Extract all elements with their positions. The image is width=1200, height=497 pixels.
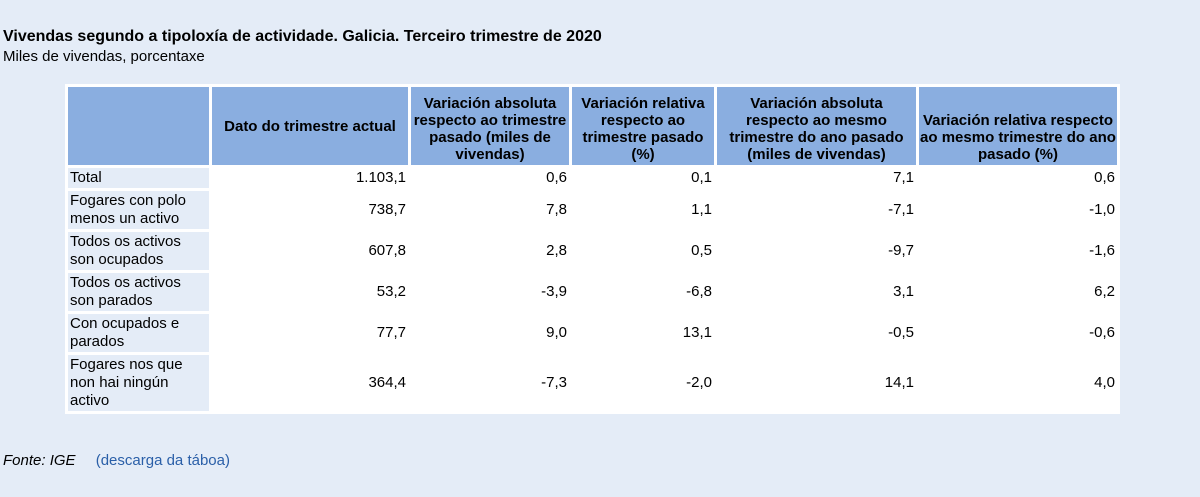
cell-value: 0,1 — [572, 168, 714, 188]
cell-value: 13,1 — [572, 314, 714, 352]
column-header-rel-year: Variación relativa respecto ao mesmo tri… — [919, 87, 1117, 165]
cell-value: 14,1 — [717, 355, 916, 411]
cell-value: -7,3 — [411, 355, 569, 411]
column-header-abs-quarter: Variación absoluta respecto ao trimestre… — [411, 87, 569, 165]
table-row: Fogares nos que non hai ningún activo 36… — [68, 355, 1117, 411]
cell-value: 607,8 — [212, 232, 408, 270]
cell-value: 4,0 — [919, 355, 1117, 411]
column-header-rel-quarter: Variación relativa respecto ao trimestre… — [572, 87, 714, 165]
cell-value: 2,8 — [411, 232, 569, 270]
cell-value: 0,5 — [572, 232, 714, 270]
cell-value: -1,0 — [919, 191, 1117, 229]
row-label: Fogares nos que non hai ningún activo — [68, 355, 209, 411]
data-table: Dato do trimestre actual Variación absol… — [65, 84, 1120, 414]
cell-value: 53,2 — [212, 273, 408, 311]
download-table-link[interactable]: (descarga da táboa) — [95, 452, 230, 469]
column-header-abs-year: Variación absoluta respecto ao mesmo tri… — [717, 87, 916, 165]
cell-value: -7,1 — [717, 191, 916, 229]
cell-value: 738,7 — [212, 191, 408, 229]
column-header-empty — [68, 87, 209, 165]
row-label: Total — [68, 168, 209, 188]
row-label: Todos os activos son ocupados — [68, 232, 209, 270]
cell-value: -0,5 — [717, 314, 916, 352]
table-row: Con ocupados e parados 77,7 9,0 13,1 -0,… — [68, 314, 1117, 352]
cell-value: -3,9 — [411, 273, 569, 311]
row-label: Fogares con polo menos un activo — [68, 191, 209, 229]
table-row: Todos os activos son ocupados 607,8 2,8 … — [68, 232, 1117, 270]
table-row: Todos os activos son parados 53,2 -3,9 -… — [68, 273, 1117, 311]
cell-value: 0,6 — [411, 168, 569, 188]
cell-value: 3,1 — [717, 273, 916, 311]
footer: Fonte: IGE (descarga da táboa) — [3, 452, 230, 470]
source-label: Fonte: IGE — [3, 452, 76, 469]
row-label: Todos os activos son parados — [68, 273, 209, 311]
cell-value: 77,7 — [212, 314, 408, 352]
column-header-current: Dato do trimestre actual — [212, 87, 408, 165]
cell-value: 0,6 — [919, 168, 1117, 188]
cell-value: -2,0 — [572, 355, 714, 411]
cell-value: -0,6 — [919, 314, 1117, 352]
cell-value: 7,8 — [411, 191, 569, 229]
page-subtitle: Miles de vivendas, porcentaxe — [3, 48, 205, 65]
cell-value: -6,8 — [572, 273, 714, 311]
cell-value: -1,6 — [919, 232, 1117, 270]
table-header-row: Dato do trimestre actual Variación absol… — [68, 87, 1117, 165]
cell-value: 7,1 — [717, 168, 916, 188]
table-row: Total 1.103,1 0,6 0,1 7,1 0,6 — [68, 168, 1117, 188]
cell-value: 6,2 — [919, 273, 1117, 311]
cell-value: 1.103,1 — [212, 168, 408, 188]
cell-value: 1,1 — [572, 191, 714, 229]
page-title: Vivendas segundo a tipoloxía de activida… — [3, 28, 602, 45]
cell-value: 364,4 — [212, 355, 408, 411]
cell-value: -9,7 — [717, 232, 916, 270]
table-row: Fogares con polo menos un activo 738,7 7… — [68, 191, 1117, 229]
cell-value: 9,0 — [411, 314, 569, 352]
row-label: Con ocupados e parados — [68, 314, 209, 352]
